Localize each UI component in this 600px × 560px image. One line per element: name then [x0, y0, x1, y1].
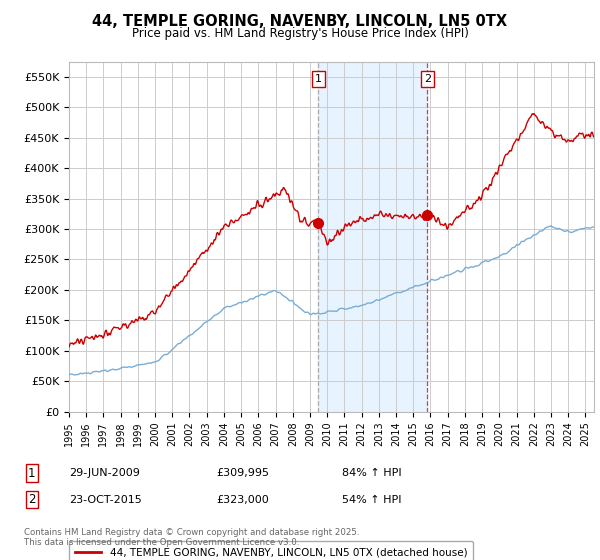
Text: £309,995: £309,995	[216, 468, 269, 478]
Text: 54% ↑ HPI: 54% ↑ HPI	[342, 494, 401, 505]
Bar	[319, 62, 427, 412]
Text: 23-OCT-2015: 23-OCT-2015	[69, 494, 142, 505]
Text: 2: 2	[28, 493, 35, 506]
Text: 84% ↑ HPI: 84% ↑ HPI	[342, 468, 401, 478]
Text: 44, TEMPLE GORING, NAVENBY, LINCOLN, LN5 0TX: 44, TEMPLE GORING, NAVENBY, LINCOLN, LN5…	[92, 14, 508, 29]
Text: Contains HM Land Registry data © Crown copyright and database right 2025.
This d: Contains HM Land Registry data © Crown c…	[24, 528, 359, 547]
Text: 1: 1	[315, 74, 322, 84]
Text: £323,000: £323,000	[216, 494, 269, 505]
Text: 1: 1	[28, 466, 35, 480]
Text: 29-JUN-2009: 29-JUN-2009	[69, 468, 140, 478]
Text: 2: 2	[424, 74, 431, 84]
Text: Price paid vs. HM Land Registry's House Price Index (HPI): Price paid vs. HM Land Registry's House …	[131, 27, 469, 40]
Legend: 44, TEMPLE GORING, NAVENBY, LINCOLN, LN5 0TX (detached house), HPI: Average pric: 44, TEMPLE GORING, NAVENBY, LINCOLN, LN5…	[69, 541, 473, 560]
